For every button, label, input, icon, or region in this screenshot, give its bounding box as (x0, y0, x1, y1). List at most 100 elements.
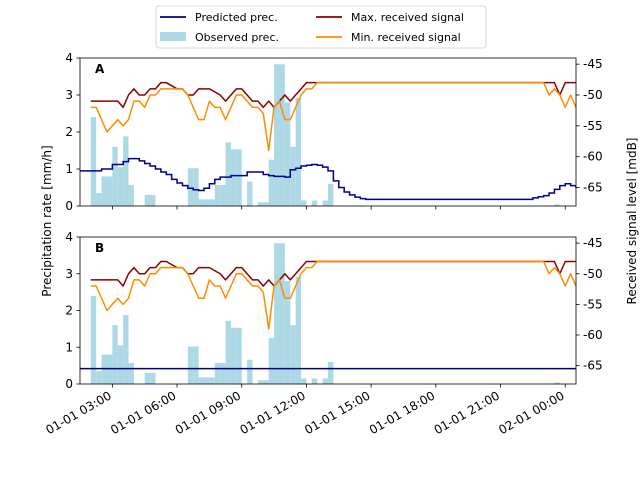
observed-prec-bar (101, 176, 107, 206)
observed-prec-bar (117, 167, 124, 206)
observed-prec-bar (96, 371, 102, 384)
observed-prec-bar (311, 200, 318, 206)
min-received-signal-line (90, 81, 576, 152)
observed-prec-bar (144, 372, 151, 384)
observed-prec-bar (225, 142, 231, 206)
observed-prec-bar (554, 382, 560, 384)
legend-box (155, 5, 487, 49)
observed-prec-bar (274, 64, 280, 206)
observed-prec-bar (128, 184, 134, 206)
max-received-signal-line (90, 260, 576, 287)
y-axis-label: Precipitation rate [mm/h] (40, 145, 54, 296)
observed-prec-bar (187, 168, 194, 206)
observed-prec-bar (576, 373, 581, 384)
observed-prec-bar (230, 327, 237, 384)
legend-item: Min. received signal (316, 31, 461, 44)
observed-prec-bar (263, 380, 269, 384)
y2-tick-label: -60 (583, 150, 603, 164)
observed-prec-bar (295, 276, 302, 384)
observed-prec-bar (204, 377, 210, 384)
y2-tick-label: -55 (583, 119, 603, 133)
observed-prec-bar (322, 378, 328, 384)
observed-prec-bar (209, 377, 215, 384)
observed-prec-bar (90, 117, 97, 206)
observed-prec-bar (220, 363, 226, 384)
observed-prec-bar (123, 136, 129, 206)
y-tick-label: 3 (65, 267, 73, 281)
observed-prec-bar (193, 168, 199, 206)
observed-prec-bar (581, 373, 586, 384)
observed-prec-bar (209, 199, 215, 206)
panel-label: B (95, 241, 104, 255)
observed-prec-bar (204, 199, 210, 206)
y-tick-label: 0 (65, 199, 73, 213)
legend-label: Predicted prec. (195, 11, 278, 24)
x-tick-label: 01-01 03:00 (43, 388, 113, 437)
observed-prec-bar (290, 325, 296, 384)
legend: Predicted prec. Observed prec. Max. receiv… (155, 5, 487, 49)
x-tick-label: 01-01 12:00 (237, 388, 307, 437)
observed-prec-bar (279, 243, 285, 384)
y-tick-label: 1 (65, 162, 73, 176)
observed-prec-bar (263, 202, 269, 206)
observed-prec-bar (214, 363, 221, 384)
observed-prec-bar (96, 193, 102, 206)
observed-prec-bar (187, 346, 194, 384)
panels: 0 1 2 3 4 -45 -50 -55 -60 -65 A 0 1 2 3 4 -45 -50 -55 -60 -6… (43, 51, 602, 437)
observed-prec-bar (576, 195, 581, 206)
panel-a: 0 1 2 3 4 -45 -50 -55 -60 -65 A (65, 51, 602, 213)
y-tick-label: 4 (65, 230, 73, 244)
observed-prec-bar (198, 377, 204, 384)
observed-prec-bar (112, 146, 118, 206)
observed-prec-bar (198, 199, 204, 206)
observed-prec-bar (225, 320, 231, 384)
observed-prec-bar (193, 346, 199, 384)
observed-prec-bar (290, 146, 296, 206)
observed-prec-bar (581, 195, 586, 206)
observed-prec-bar (328, 361, 334, 384)
observed-prec-bar (284, 281, 291, 384)
observed-prec-bar (128, 363, 134, 384)
y-tick-label: 3 (65, 88, 73, 102)
observed-prec-bar (236, 149, 242, 206)
observed-prec-bar (247, 359, 253, 384)
observed-prec-bar (274, 243, 280, 384)
observed-prec-bar (257, 380, 264, 384)
legend-item: Observed prec. (160, 31, 279, 44)
observed-prec-bar (301, 200, 307, 206)
y-tick-label: 0 (65, 377, 73, 391)
observed-prec-bar (150, 194, 156, 206)
y2-tick-label: -45 (583, 236, 603, 250)
y2-tick-label: -60 (583, 328, 603, 342)
y2-tick-label: -45 (583, 57, 603, 71)
observed-prec-bar (214, 184, 221, 206)
observed-prec-bar (301, 378, 307, 384)
y-tick-label: 1 (65, 340, 73, 354)
observed-prec-bar (268, 159, 275, 206)
observed-prec-bar (322, 200, 328, 206)
observed-prec-bar (328, 183, 334, 206)
observed-prec-bar (279, 64, 285, 206)
observed-prec-bar (117, 345, 124, 384)
observed-prec-bar (247, 181, 253, 206)
x-tick-label: 01-01 18:00 (367, 388, 437, 437)
observed-prec-bar (112, 325, 118, 384)
legend-item: Predicted prec. (160, 11, 278, 24)
observed-prec-bar (90, 295, 97, 384)
observed-prec-bar (236, 327, 242, 384)
y2-tick-label: -50 (583, 267, 603, 281)
observed-prec-bar (230, 149, 237, 206)
observed-prec-bar (106, 176, 113, 206)
panel-label: A (95, 62, 105, 76)
observed-prec-bar (284, 102, 291, 206)
observed-prec-bar (268, 338, 275, 384)
min-received-signal-line (90, 260, 576, 330)
y2-tick-label: -55 (583, 297, 603, 311)
observed-prec-bar (123, 314, 129, 384)
x-tick-label: 01-01 15:00 (302, 388, 372, 437)
y2-tick-label: -65 (583, 181, 603, 195)
observed-prec-bar (144, 194, 151, 206)
y2-axis-label: Received signal level [mdB] (625, 138, 639, 305)
